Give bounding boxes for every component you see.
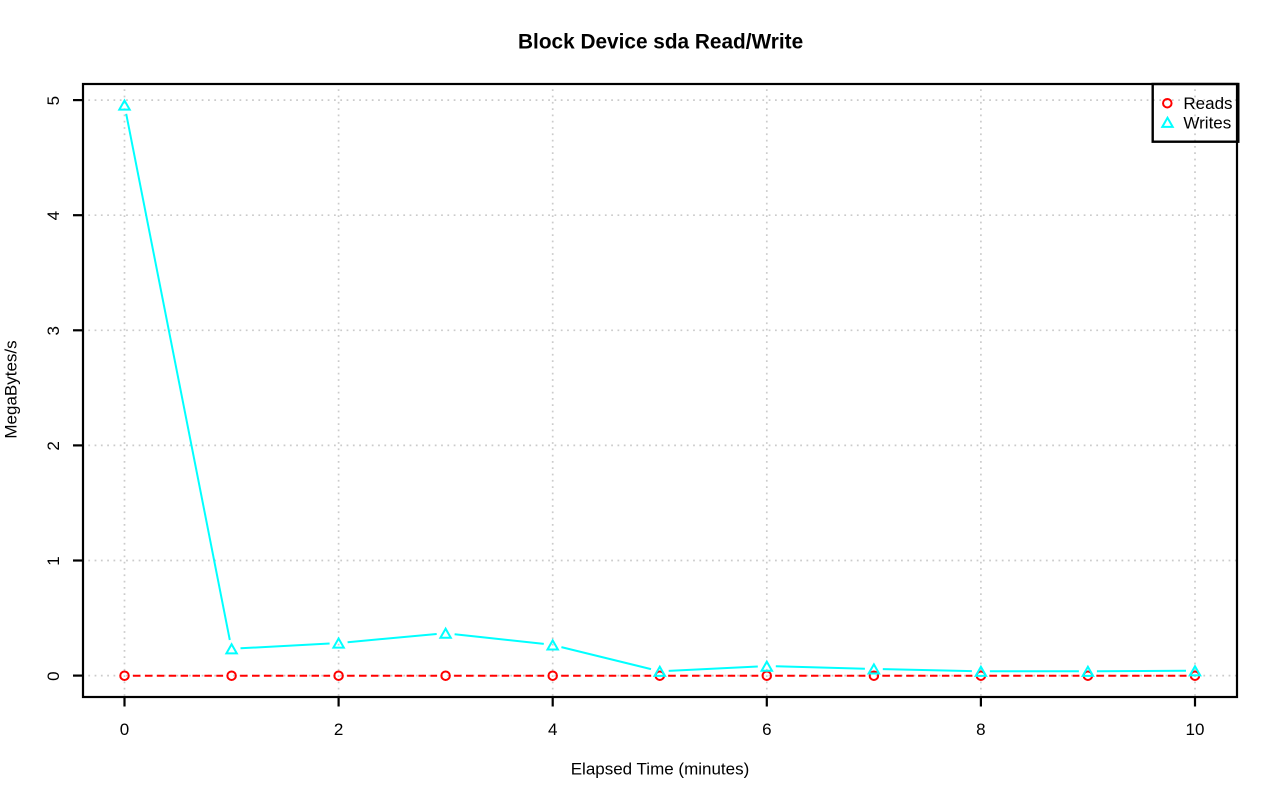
svg-text:4: 4 — [548, 720, 557, 739]
svg-text:4: 4 — [44, 211, 63, 220]
svg-text:Writes: Writes — [1183, 114, 1231, 133]
svg-text:1: 1 — [44, 556, 63, 565]
svg-text:2: 2 — [44, 441, 63, 450]
svg-text:8: 8 — [976, 720, 985, 739]
svg-text:Block Device sda Read/Write: Block Device sda Read/Write — [518, 31, 803, 54]
svg-text:2: 2 — [334, 720, 343, 739]
svg-text:3: 3 — [44, 326, 63, 335]
svg-text:5: 5 — [44, 96, 63, 105]
svg-text:6: 6 — [762, 720, 771, 739]
svg-text:0: 0 — [44, 671, 63, 680]
svg-text:10: 10 — [1186, 720, 1205, 739]
svg-text:Reads: Reads — [1183, 94, 1232, 113]
svg-text:0: 0 — [120, 720, 129, 739]
svg-text:MegaBytes/s: MegaBytes/s — [2, 340, 21, 438]
svg-text:Elapsed Time (minutes): Elapsed Time (minutes) — [571, 760, 750, 779]
